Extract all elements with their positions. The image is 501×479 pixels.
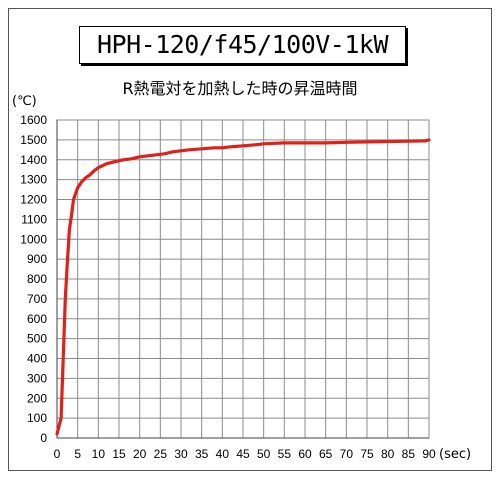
x-tick-label: 35 [195, 447, 209, 461]
y-tick-label: 1100 [21, 212, 47, 226]
y-tick-label: 1500 [20, 133, 47, 147]
y-tick-label: 300 [27, 371, 47, 385]
y-tick-label: 100 [27, 411, 47, 425]
y-tick-label: 1600 [20, 113, 47, 127]
x-tick-label: 5 [74, 447, 81, 461]
y-tick-label: 1000 [20, 232, 47, 246]
y-tick-label: 600 [27, 312, 47, 326]
y-tick-label: 0 [40, 431, 47, 445]
x-tick-label: 70 [340, 447, 354, 461]
y-tick-label: 200 [27, 391, 47, 405]
x-tick-label: 50 [257, 447, 271, 461]
chart-title: R熱電対を加熱した時の昇温時間 [122, 79, 357, 98]
x-tick-label: 90 [422, 447, 436, 461]
y-tick-label: 1200 [20, 193, 47, 207]
x-tick-label: 40 [216, 447, 230, 461]
x-tick-label: 55 [278, 447, 292, 461]
y-tick-label: 500 [27, 332, 47, 346]
x-tick-label: 60 [298, 447, 312, 461]
grid-lines [56, 119, 430, 439]
x-tick-label: 75 [360, 447, 374, 461]
temperature-series-line [55, 138, 431, 436]
x-tick-label: 25 [154, 447, 168, 461]
y-tick-label: 900 [27, 252, 47, 266]
x-tick-label: 80 [381, 447, 395, 461]
series-group [55, 138, 431, 436]
y-tick-label: 400 [27, 352, 47, 366]
y-tick-labels: 0 100 200 300 400 500 600 700 800 900 1000 1100 1200… [20, 113, 47, 445]
x-axis-label: (sec) [439, 447, 471, 462]
model-heading: HPH-120/f45/100V-1kW [79, 26, 406, 64]
x-tick-label: 85 [402, 447, 416, 461]
x-tick-label: 45 [236, 447, 250, 461]
y-axis-label: (℃) [12, 94, 37, 109]
x-tick-labels: 0 5 10 15 20 25 30 35 40 45 50 55 60 65 70 75 80 85 90 [54, 447, 436, 461]
x-tick-label: 20 [133, 447, 147, 461]
x-tick-label: 10 [92, 447, 106, 461]
y-tick-label: 700 [27, 292, 47, 306]
y-tick-label: 1300 [20, 173, 47, 187]
x-tick-label: 30 [174, 447, 188, 461]
x-tick-label: 15 [112, 447, 126, 461]
x-tick-label: 65 [319, 447, 333, 461]
y-tick-label: 800 [27, 272, 47, 286]
y-tick-label: 1400 [20, 153, 47, 167]
x-tick-label: 0 [54, 447, 61, 461]
